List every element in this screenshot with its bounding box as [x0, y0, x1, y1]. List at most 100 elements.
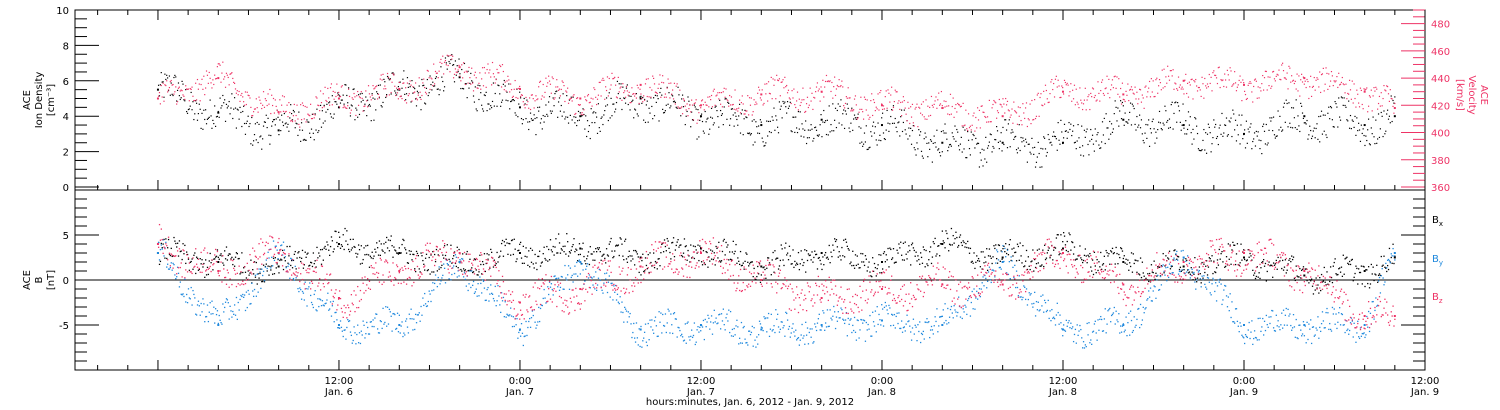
- by-point: [795, 329, 797, 331]
- velocity-point: [601, 79, 603, 81]
- bx-point: [708, 256, 710, 258]
- velocity-point: [1015, 112, 1018, 114]
- by-point: [292, 277, 295, 280]
- bx-point: [891, 258, 893, 261]
- density-point: [1115, 106, 1117, 108]
- bx-point: [1379, 274, 1382, 277]
- velocity-point: [1377, 108, 1379, 110]
- velocity-point: [1110, 89, 1112, 91]
- velocity-point: [1043, 103, 1046, 105]
- bx-point: [861, 261, 863, 263]
- velocity-point: [656, 92, 658, 95]
- velocity-point: [1291, 80, 1294, 82]
- density-point: [1205, 152, 1208, 154]
- by-point: [486, 288, 488, 291]
- by-point: [809, 328, 811, 330]
- bx-point: [173, 236, 175, 239]
- bx-point: [1061, 249, 1063, 251]
- velocity-point: [1073, 84, 1076, 86]
- bx-point: [889, 247, 891, 249]
- velocity-point: [848, 97, 850, 99]
- by-point: [417, 314, 420, 316]
- density-point: [504, 85, 506, 87]
- velocity-point: [312, 113, 314, 115]
- density-point: [1195, 118, 1197, 120]
- velocity-point: [458, 64, 460, 67]
- velocity-point: [491, 84, 493, 86]
- bx-point: [645, 264, 648, 267]
- bx-point: [751, 261, 753, 263]
- density-point: [958, 145, 960, 147]
- bx-point: [1071, 241, 1073, 243]
- velocity-point: [1026, 125, 1028, 128]
- bx-point: [1228, 258, 1230, 260]
- bx-point: [1028, 265, 1030, 267]
- velocity-point: [1158, 79, 1161, 81]
- bx-point: [521, 262, 524, 264]
- bx-point: [767, 257, 770, 259]
- by-point: [558, 289, 561, 292]
- density-point: [1320, 115, 1322, 117]
- by-point: [699, 326, 701, 328]
- velocity-point: [924, 118, 926, 120]
- density-point: [428, 92, 430, 94]
- density-point: [624, 102, 627, 104]
- density-point: [709, 128, 711, 130]
- velocity-point: [518, 87, 520, 90]
- density-point: [637, 115, 639, 117]
- velocity-point: [316, 97, 318, 99]
- bx-point: [1198, 266, 1201, 268]
- velocity-point: [852, 110, 854, 112]
- density-point: [310, 136, 312, 139]
- bx-point: [176, 246, 178, 248]
- bx-point: [1056, 234, 1058, 236]
- bx-point: [1067, 250, 1069, 253]
- velocity-point: [1123, 99, 1125, 101]
- density-point: [620, 83, 622, 85]
- density-point: [1110, 123, 1113, 125]
- bx-point: [443, 257, 445, 259]
- by-point: [265, 259, 267, 261]
- density-point: [188, 108, 190, 110]
- density-point: [588, 124, 590, 127]
- by-point: [410, 308, 412, 310]
- density-point: [458, 58, 460, 60]
- velocity-point: [250, 106, 252, 109]
- density-point: [1036, 156, 1038, 158]
- velocity-point: [951, 105, 953, 108]
- velocity-point: [1022, 103, 1024, 105]
- bx-point: [619, 237, 621, 239]
- velocity-point: [675, 85, 677, 87]
- bx-point: [628, 250, 630, 252]
- velocity-point: [1295, 88, 1297, 90]
- velocity-point: [265, 99, 267, 102]
- velocity-point: [574, 113, 576, 116]
- by-point: [167, 263, 169, 265]
- velocity-point: [490, 76, 492, 78]
- bx-point: [397, 253, 400, 255]
- density-point: [950, 145, 952, 147]
- by-point: [393, 312, 395, 315]
- velocity-point: [335, 95, 337, 98]
- by-point: [670, 313, 672, 315]
- density-point: [988, 141, 990, 143]
- velocity-point: [389, 78, 391, 81]
- density-point: [1266, 144, 1268, 146]
- density-point: [783, 102, 785, 105]
- velocity-point: [435, 72, 438, 74]
- bx-point: [387, 239, 390, 241]
- velocity-point: [357, 90, 359, 93]
- density-point: [300, 122, 303, 124]
- by-point: [649, 319, 651, 321]
- velocity-point: [494, 82, 496, 84]
- density-point: [718, 126, 720, 128]
- bx-point: [624, 238, 627, 240]
- density-point: [1270, 120, 1272, 122]
- bx-point: [851, 264, 853, 267]
- bx-point: [170, 247, 172, 250]
- velocity-point: [784, 76, 786, 78]
- density-point: [1227, 134, 1229, 136]
- density-point: [224, 120, 227, 122]
- density-point: [1254, 145, 1257, 147]
- density-point: [348, 87, 350, 89]
